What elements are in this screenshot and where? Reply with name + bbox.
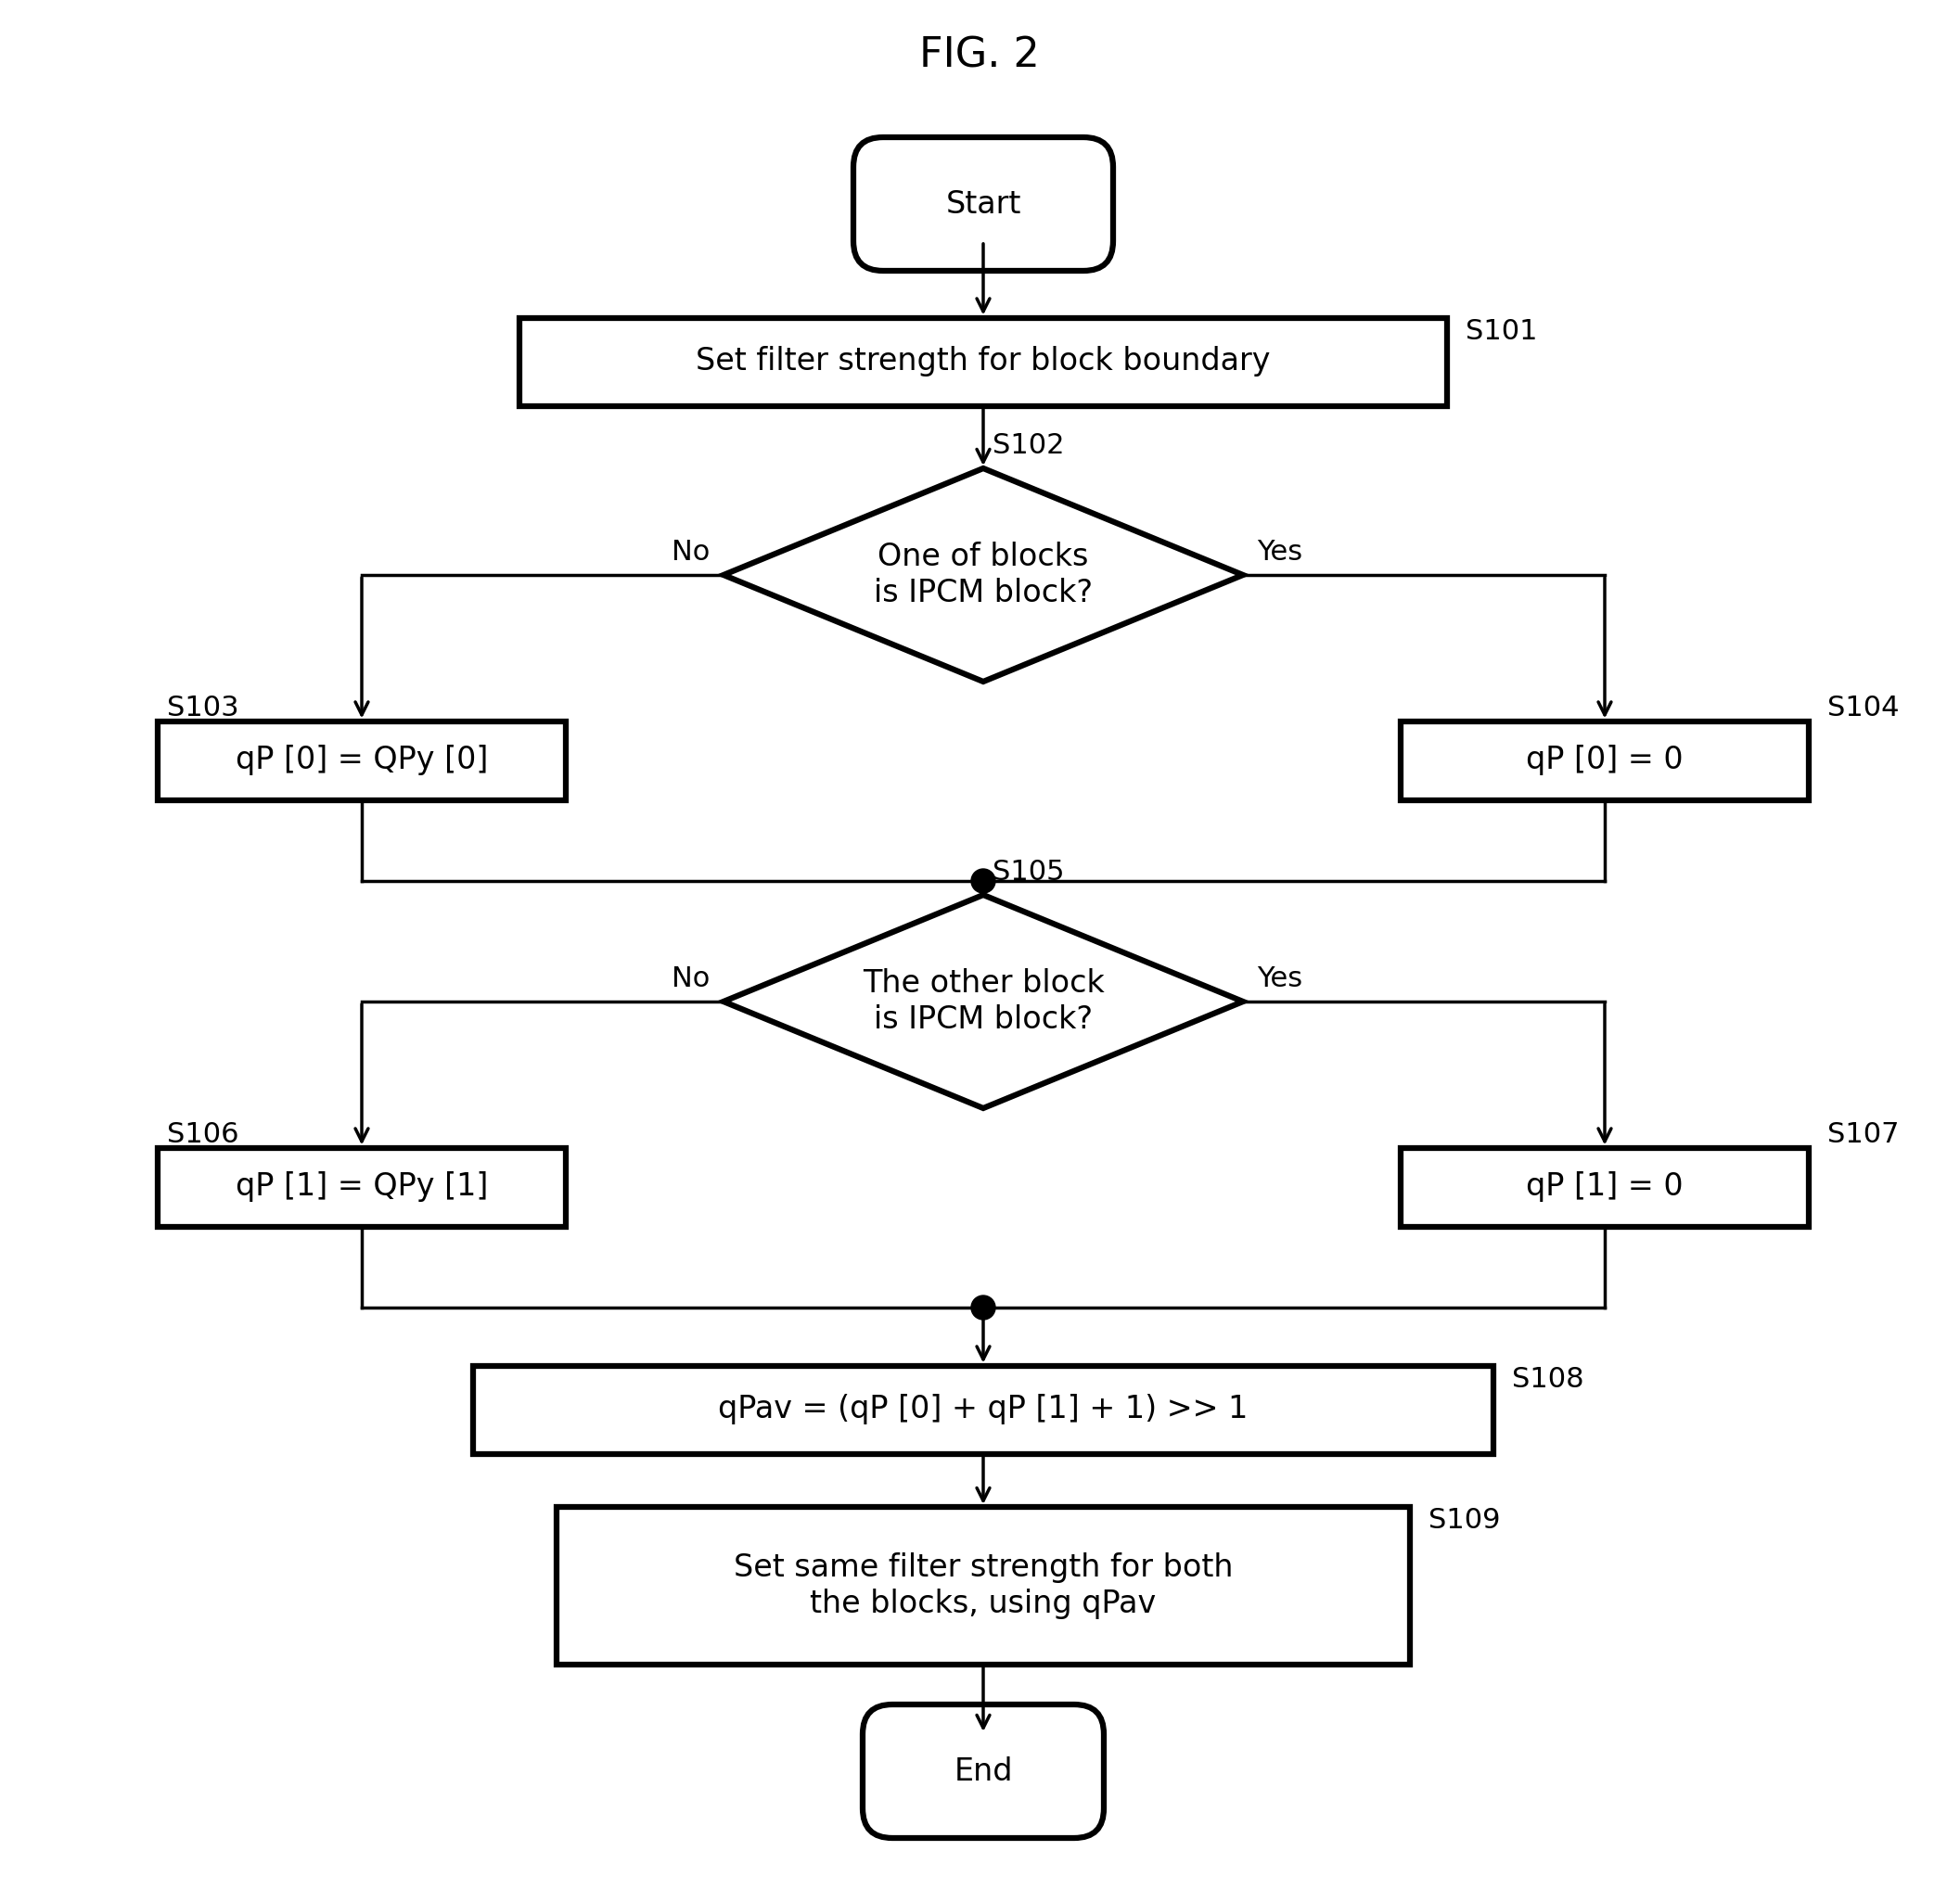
Text: Set same filter strength for both
the blocks, using qPav: Set same filter strength for both the bl… [733,1552,1233,1619]
FancyBboxPatch shape [853,137,1113,270]
Circle shape [972,869,996,894]
Text: Yes: Yes [1256,966,1303,993]
Text: One of blocks
is IPCM block?: One of blocks is IPCM block? [874,542,1094,609]
Text: qPav = (qP [0] + qP [1] + 1) >> 1: qPav = (qP [0] + qP [1] + 1) >> 1 [717,1394,1249,1425]
Text: qP [0] = 0: qP [0] = 0 [1527,746,1684,776]
FancyBboxPatch shape [862,1704,1103,1837]
Bar [557,1506,1409,1664]
Text: The other block
is IPCM block?: The other block is IPCM block? [862,968,1103,1035]
Text: FIG. 2: FIG. 2 [919,36,1039,76]
Bar [472,1366,1494,1453]
Text: S109: S109 [1429,1506,1499,1533]
Text: S101: S101 [1466,318,1537,344]
Text: Set filter strength for block boundary: Set filter strength for block boundary [696,346,1270,377]
Bar [157,721,566,801]
Text: End: End [955,1756,1013,1786]
Text: qP [1] = QPy [1]: qP [1] = QPy [1] [235,1172,488,1202]
Polygon shape [723,468,1243,681]
Text: S106: S106 [167,1120,239,1147]
Text: Yes: Yes [1256,538,1303,565]
Text: Start: Start [945,188,1021,219]
Text: S103: S103 [167,694,239,721]
Text: qP [0] = QPy [0]: qP [0] = QPy [0] [235,746,488,776]
Polygon shape [723,896,1243,1109]
Text: S105: S105 [992,858,1064,886]
Bar [1401,721,1809,801]
Text: S108: S108 [1511,1366,1584,1392]
Text: S104: S104 [1827,694,1899,721]
Bar [519,318,1446,405]
Bar [1401,1147,1809,1227]
Circle shape [972,1295,996,1320]
Text: S102: S102 [992,432,1064,458]
Bar [157,1147,566,1227]
Text: qP [1] = 0: qP [1] = 0 [1527,1172,1684,1202]
Text: S107: S107 [1827,1120,1899,1147]
Text: No: No [672,538,710,565]
Text: No: No [672,966,710,993]
